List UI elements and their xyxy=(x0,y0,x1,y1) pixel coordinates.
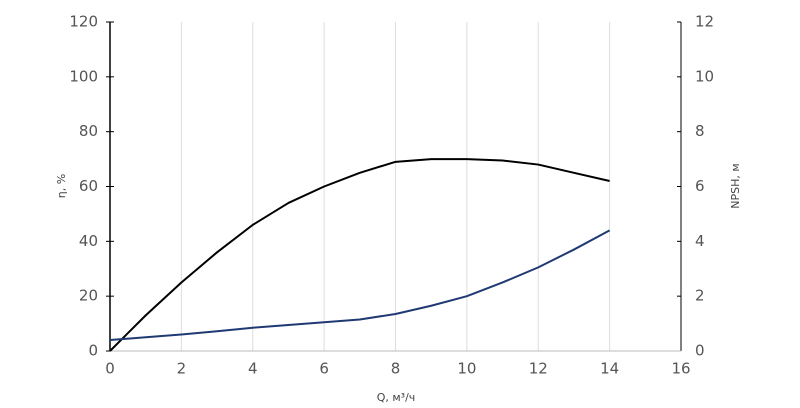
x-tick-label: 0 xyxy=(105,360,115,378)
y2-axis-title: NPSH, м xyxy=(729,163,742,208)
x-tick-label: 2 xyxy=(177,360,187,378)
x-tick-label: 16 xyxy=(671,360,690,378)
y2-tick-label: 2 xyxy=(695,287,705,305)
y-tick-label: 0 xyxy=(88,342,98,360)
y-tick-label: 60 xyxy=(79,177,98,195)
line-series xyxy=(109,158,610,352)
y-tick-label: 40 xyxy=(79,232,98,250)
y2-tick-label: 8 xyxy=(695,122,705,140)
y-tick-label: 120 xyxy=(69,13,98,31)
x-tick-label: 8 xyxy=(391,360,401,378)
y2-tick-label: 10 xyxy=(695,67,714,85)
y2-tick-label: 12 xyxy=(695,13,714,31)
x-tick-label: 12 xyxy=(529,360,548,378)
y2-tick-label: 0 xyxy=(695,342,705,360)
y-axis-title: η, % xyxy=(55,174,68,198)
x-tick-label: 6 xyxy=(319,360,329,378)
line-series xyxy=(109,229,611,342)
y-tick-label: 100 xyxy=(69,67,98,85)
x-tick-label: 10 xyxy=(457,360,476,378)
x-tick-label: 14 xyxy=(600,360,619,378)
y2-tick-label: 6 xyxy=(695,177,705,195)
y-tick-label: 20 xyxy=(79,287,98,305)
y-tick-label: 80 xyxy=(79,122,98,140)
x-tick-label: 4 xyxy=(248,360,258,378)
x-axis-title: Q, м³/ч xyxy=(377,391,416,404)
y2-tick-label: 4 xyxy=(695,232,705,250)
